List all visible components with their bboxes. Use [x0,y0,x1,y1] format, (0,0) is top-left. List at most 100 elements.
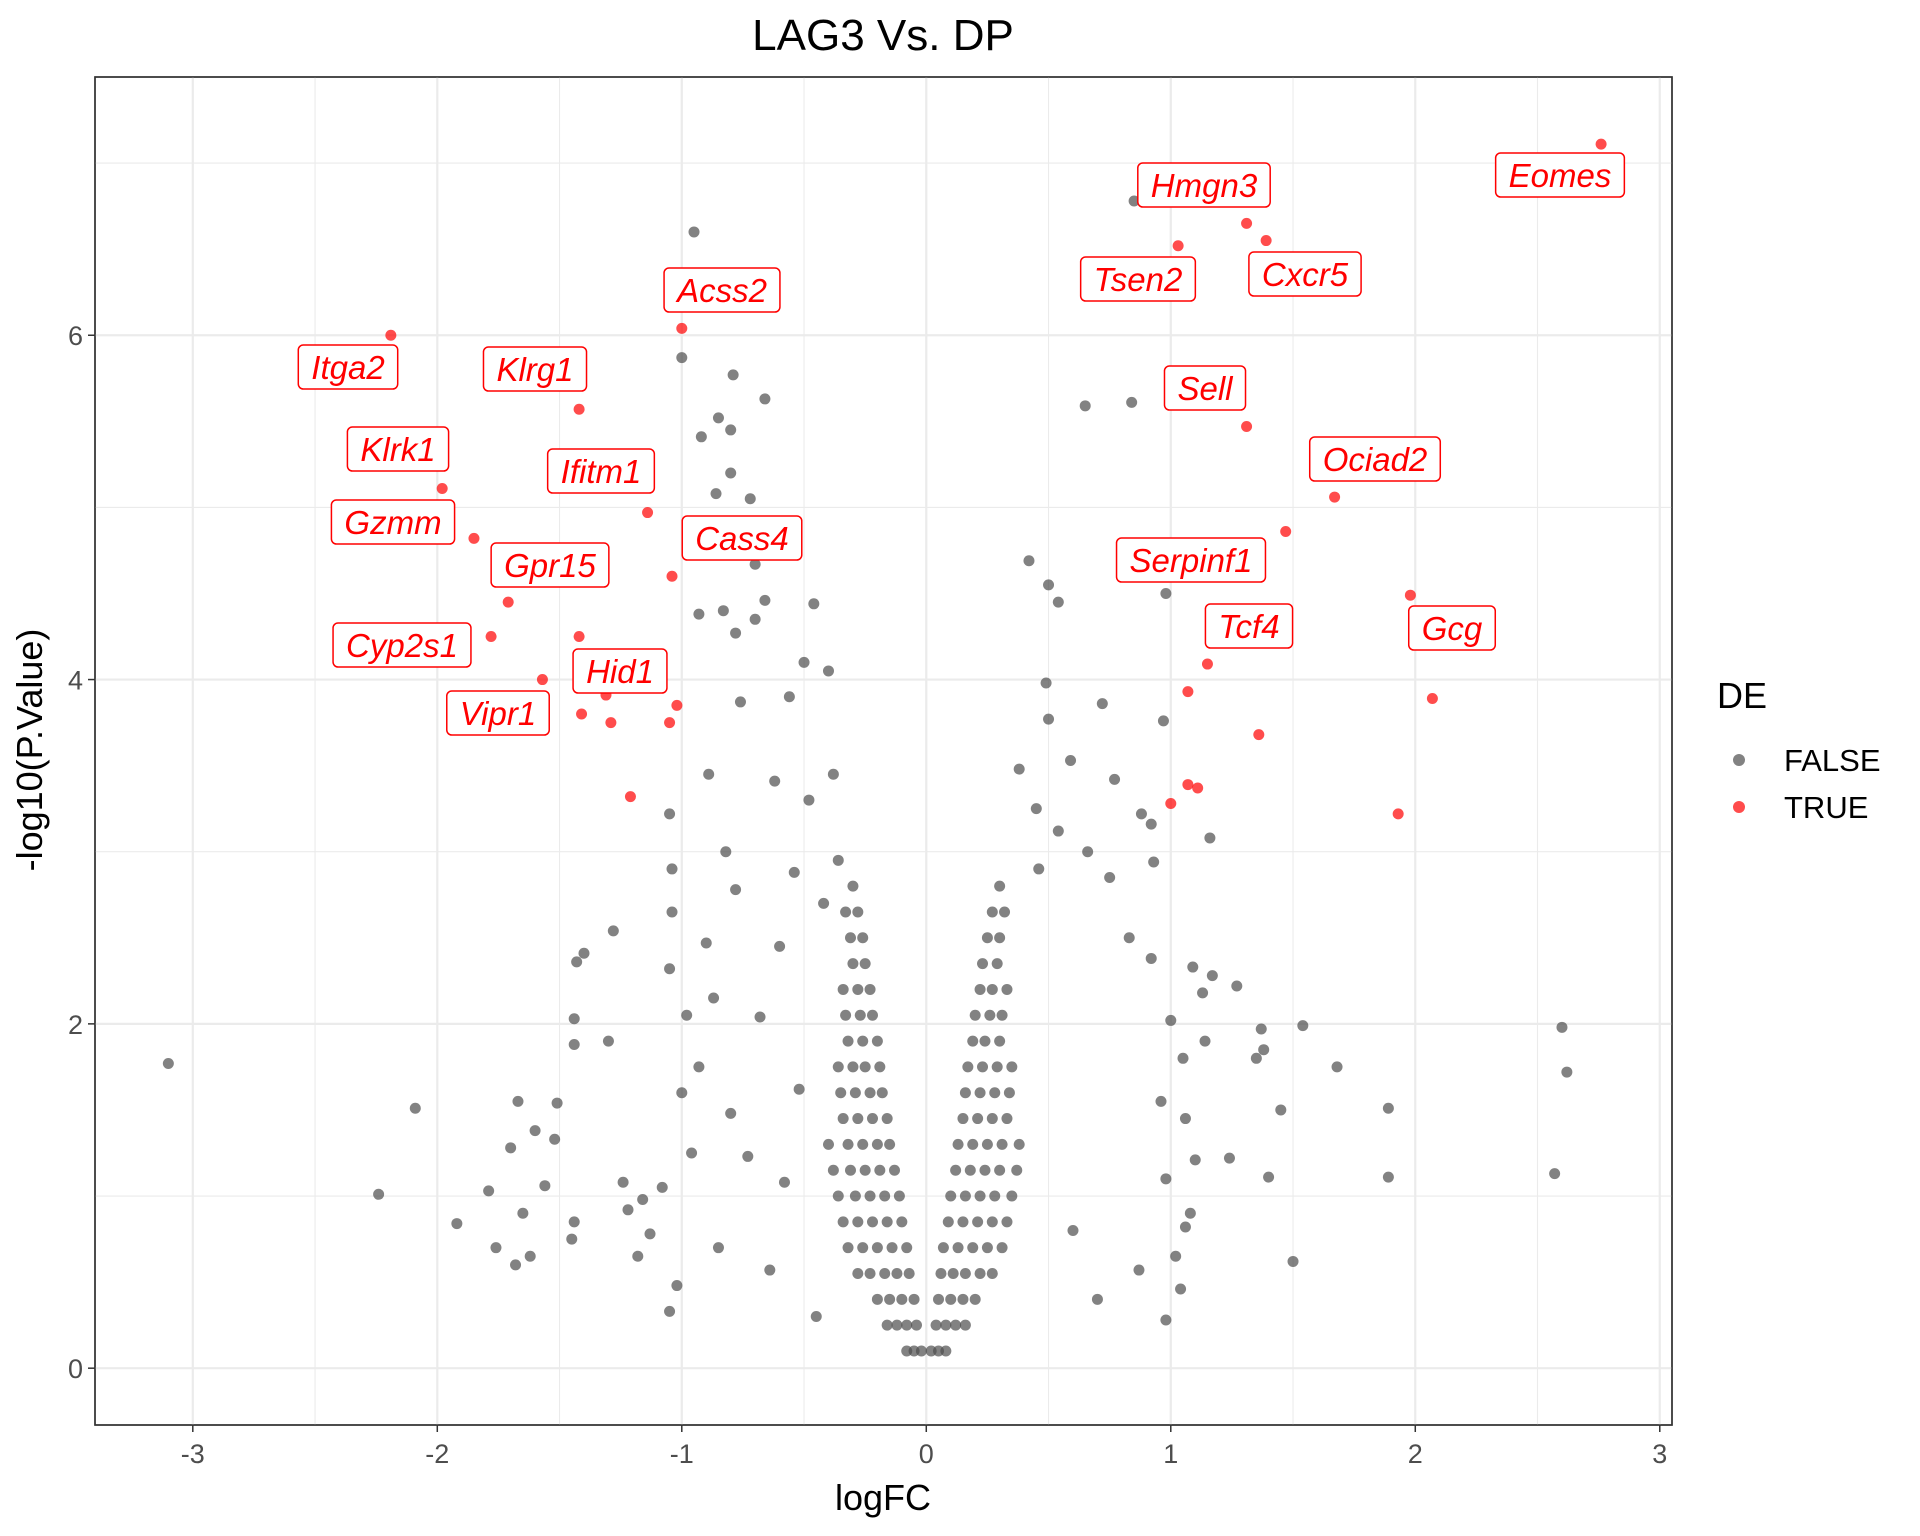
false-point [1104,872,1116,884]
false-point [884,1138,896,1150]
false-point [578,947,590,959]
y-tick-label: 4 [68,666,83,696]
true-point [1260,235,1272,247]
false-point [568,1039,580,1051]
false-point [744,493,756,505]
false-point [879,1190,891,1202]
false-point [962,1061,974,1073]
false-point [896,1293,908,1305]
false-point [959,1268,971,1280]
false-point [1001,1113,1013,1125]
false-point [810,1311,822,1323]
x-tick-label: -1 [670,1439,694,1469]
false-point [1001,1216,1013,1228]
false-point [874,1164,886,1176]
true-point [385,329,397,341]
true-point [485,631,497,643]
gene-label-text: Gzmm [344,504,441,541]
false-point [700,937,712,949]
false-point [840,906,852,918]
true-point [436,482,448,494]
false-point [950,1164,962,1176]
false-point [617,1176,629,1188]
false-point [666,863,678,875]
false-point [793,1083,805,1095]
gene-label: Itga2 [297,344,399,390]
x-tick-label: -2 [425,1439,449,1469]
gene-label: Klrk1 [346,426,450,472]
false-point [1065,754,1077,766]
false-point [602,1035,614,1047]
false-point [835,1087,847,1099]
false-point [857,1242,869,1254]
false-point [725,1107,737,1119]
false-point [991,958,1003,970]
false-point [1052,596,1064,608]
true-point [573,403,585,415]
false-point [871,1242,883,1254]
false-point [1155,1095,1167,1107]
false-point [891,1319,903,1331]
false-point [945,1190,957,1202]
false-point [720,846,732,858]
false-point [893,1190,905,1202]
chart-title: LAG3 Vs. DP [752,11,1014,60]
false-point [866,1009,878,1021]
true-point [1241,217,1253,229]
false-point [911,1319,923,1331]
false-point [712,412,724,424]
false-point [972,1113,984,1125]
true-point [1192,782,1204,794]
gene-label-box [1248,251,1362,297]
false-point [656,1181,668,1193]
gene-label-box [1163,365,1247,411]
gene-label: Ociad2 [1308,436,1442,482]
false-point [637,1193,649,1205]
false-point [788,866,800,878]
false-point [490,1242,502,1254]
false-point [749,613,761,625]
y-axis: 0 2 4 6 [68,321,95,1384]
gene-label-text: Cass4 [695,520,789,557]
false-point [842,1035,854,1047]
false-point [754,1011,766,1023]
gene-label-box [1494,152,1626,198]
false-point [832,1061,844,1073]
gene-label-text: Tsen2 [1094,261,1183,298]
false-point [666,906,678,918]
gene-label-text: Ociad2 [1323,441,1428,478]
false-point [908,1293,920,1305]
false-point [1184,1207,1196,1219]
gene-label: Hmgn3 [1137,162,1271,208]
false-point [881,1216,893,1228]
gene-label-text: Eomes [1509,157,1612,194]
true-point [1595,138,1607,150]
false-point [977,1061,989,1073]
true-point [1404,589,1416,601]
true-point [642,507,654,519]
legend-key-false [1733,754,1745,766]
false-point [837,983,849,995]
false-point [986,1113,998,1125]
y-tick-label: 6 [68,321,83,351]
true-point [1280,525,1292,537]
x-tick-label: 1 [1163,1439,1178,1469]
false-point [842,1242,854,1254]
false-point [1133,1264,1145,1276]
false-point [1231,980,1243,992]
x-tick-label: 3 [1652,1439,1667,1469]
true-point [536,674,548,686]
false-point [979,1035,991,1047]
false-point [981,932,993,944]
false-point [852,1268,864,1280]
false-point [947,1268,959,1280]
false-point [712,1242,724,1254]
false-point [505,1142,517,1154]
false-point [1001,983,1013,995]
false-point [1128,195,1140,207]
false-point [881,1319,893,1331]
gene-label-box [1204,603,1294,649]
false-point [986,983,998,995]
false-point [695,431,707,443]
false-point [901,1345,913,1357]
